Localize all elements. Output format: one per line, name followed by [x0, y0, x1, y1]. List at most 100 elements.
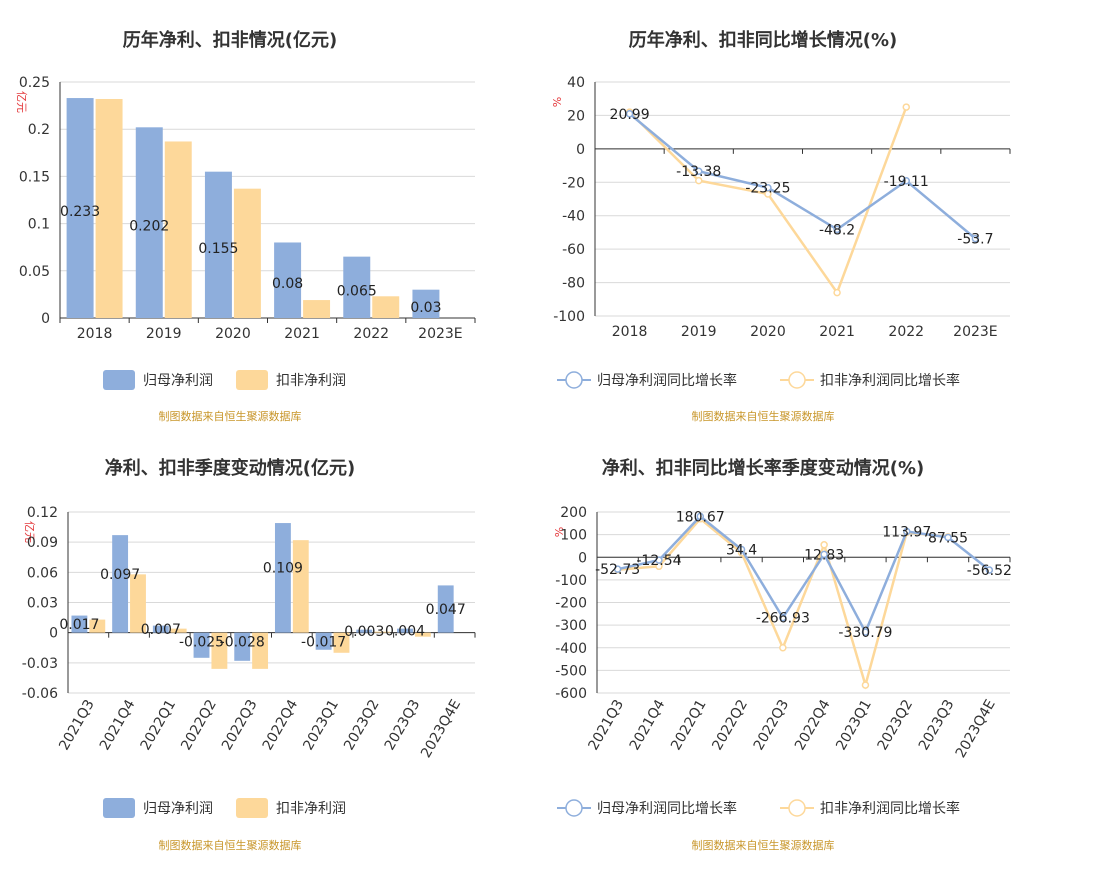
bar-deducted-net-profit	[233, 188, 261, 318]
y-tick-label: -0.06	[22, 686, 58, 702]
line-deducted-net-profit-growth	[617, 517, 949, 690]
bar-data-label: 0.202	[129, 219, 169, 235]
chart-group: 净利、扣非季度变动情况(亿元) 亿元 -0.06 -0.03 0 0.03 0.06 0.09…	[22, 457, 476, 852]
bar-deducted-net-profit	[164, 141, 192, 318]
quarterly-profit-bar-chart: 净利、扣非季度变动情况(亿元) 亿元 -0.06 -0.03 0 0.03 0.06 0.09…	[22, 457, 476, 852]
legend-marker	[788, 371, 806, 389]
x-tick-label: 2022Q4	[260, 697, 302, 753]
y-tick-label: -300	[555, 618, 587, 634]
line-parent-net-profit-growth	[617, 514, 991, 636]
bar-parent-net-profit	[204, 171, 232, 318]
line-data-label: 12.83	[804, 547, 844, 563]
bar-deducted-net-profit	[170, 628, 187, 633]
y-tick-label: -100	[555, 573, 587, 589]
x-tick-label: 2022	[353, 326, 389, 342]
x-tick-label: 2022Q1	[138, 697, 180, 753]
bar-deducted-net-profit	[252, 632, 269, 669]
bar-deducted-net-profit	[303, 300, 331, 318]
line-point	[861, 681, 870, 689]
legend-swatch	[236, 798, 268, 818]
legend-label: 扣非净利润同比增长率	[820, 800, 960, 817]
line-data-label: -56.52	[967, 563, 1012, 579]
line-data-label: 180.67	[676, 509, 725, 525]
chart-title: 净利、扣非季度变动情况(亿元)	[105, 457, 355, 479]
bar-data-label: 0.109	[263, 560, 303, 576]
y-axis-unit-label: 亿元	[15, 91, 28, 113]
legend-label: 扣非净利润同比增长率	[820, 372, 960, 389]
line-point	[903, 527, 911, 536]
y-tick-label: 0.03	[27, 596, 58, 612]
bar-parent-net-profit	[274, 242, 302, 318]
x-tick-label: 2022Q3	[219, 697, 261, 753]
y-tick-label: 0	[576, 142, 585, 158]
line-point	[625, 110, 634, 118]
y-tick-label: 0.15	[19, 169, 50, 185]
legend-marker	[565, 799, 583, 817]
y-axis-unit-label: 亿元	[23, 521, 36, 543]
legend-marker	[565, 371, 583, 389]
bar-parent-net-profit	[71, 615, 88, 633]
x-tick-label: 2023Q4E	[418, 697, 464, 761]
bar-data-label: 0.155	[198, 241, 238, 257]
line-data-label: -48.2	[819, 222, 855, 238]
line-point	[779, 644, 787, 652]
x-tick-label: 2023E	[953, 324, 997, 340]
y-axis-unit-label: %	[552, 527, 565, 537]
y-tick-label: 0	[578, 550, 587, 566]
bar-data-label: 0.007	[141, 622, 181, 638]
line-point	[861, 628, 870, 636]
line-parent-net-profit-growth	[628, 112, 977, 240]
x-tick-label: 2022Q1	[668, 697, 710, 753]
bar-parent-net-profit	[234, 632, 251, 661]
x-tick-label: 2021Q3	[585, 697, 627, 753]
bar-parent-net-profit	[412, 289, 440, 318]
y-tick-label: 40	[567, 75, 585, 91]
bar-parent-net-profit	[112, 535, 129, 633]
x-tick-label: 2018	[612, 324, 648, 340]
line-data-label: 87.55	[928, 530, 968, 546]
line-point	[695, 176, 703, 185]
legend-swatch	[103, 370, 135, 390]
bar-parent-net-profit	[343, 256, 371, 318]
x-tick-label: 2023E	[418, 326, 462, 342]
y-tick-label: -0.03	[22, 656, 58, 672]
x-tick-label: 2023Q3	[382, 697, 424, 753]
y-tick-label: 20	[567, 108, 585, 124]
bar-parent-net-profit	[274, 523, 291, 633]
y-tick-label: -400	[555, 641, 587, 657]
y-axis-unit-label: %	[550, 97, 563, 107]
chart-panel-quarterly-profit: 净利、扣非季度变动情况(亿元) 亿元 -0.06 -0.03 0 0.03 0.06 0.09…	[0, 440, 555, 880]
y-tick-label: 0.25	[19, 75, 50, 91]
x-tick-label: 2023Q3	[916, 697, 958, 753]
bar-data-label: 0.097	[100, 567, 140, 583]
y-tick-label: -80	[562, 276, 585, 292]
chart-group: 历年净利、扣非同比增长情况(%)% -100 -80 -60 -40 -20 0 20 40 20…	[550, 29, 1011, 423]
legend-label: 归母净利润	[143, 372, 213, 389]
bar-parent-net-profit	[66, 98, 94, 318]
line-point	[613, 565, 622, 573]
bar-data-label: 0.08	[272, 276, 303, 292]
line-point	[696, 512, 704, 521]
x-tick-label: 2023Q2	[341, 697, 383, 753]
x-tick-label: 2020	[215, 326, 251, 342]
y-tick-label: -20	[562, 175, 585, 191]
line-data-label: -53.7	[957, 232, 993, 248]
bar-data-label: -0.028	[220, 635, 265, 651]
line-point	[820, 550, 828, 559]
line-point	[985, 566, 994, 574]
line-deducted-net-profit-growth	[628, 106, 908, 296]
y-tick-label: 0.1	[28, 217, 50, 233]
source-note: 制图数据来自恒生聚源数据库	[159, 838, 302, 852]
legend-swatch	[103, 798, 135, 818]
quarterly-growth-line-chart: 净利、扣非同比增长率季度变动情况(%)% -600 -500 -400 -300 -200…	[552, 457, 1012, 852]
y-tick-label: 0.12	[27, 505, 58, 521]
bar-deducted-net-profit	[372, 296, 400, 318]
chart-group: 历年净利、扣非情况(亿元) 亿元 0 0.05 0.1 0.15 0.2 0.25 2018 20…	[15, 29, 476, 423]
line-point	[971, 234, 980, 243]
x-tick-label: 2023Q2	[875, 697, 917, 753]
legend-label: 扣非净利润	[276, 373, 346, 389]
line-point	[779, 613, 787, 622]
annual-profit-bar-chart: 历年净利、扣非情况(亿元) 亿元 0 0.05 0.1 0.15 0.2 0.25 2018 20…	[15, 29, 476, 423]
line-point	[902, 177, 910, 185]
line-point	[695, 167, 703, 175]
